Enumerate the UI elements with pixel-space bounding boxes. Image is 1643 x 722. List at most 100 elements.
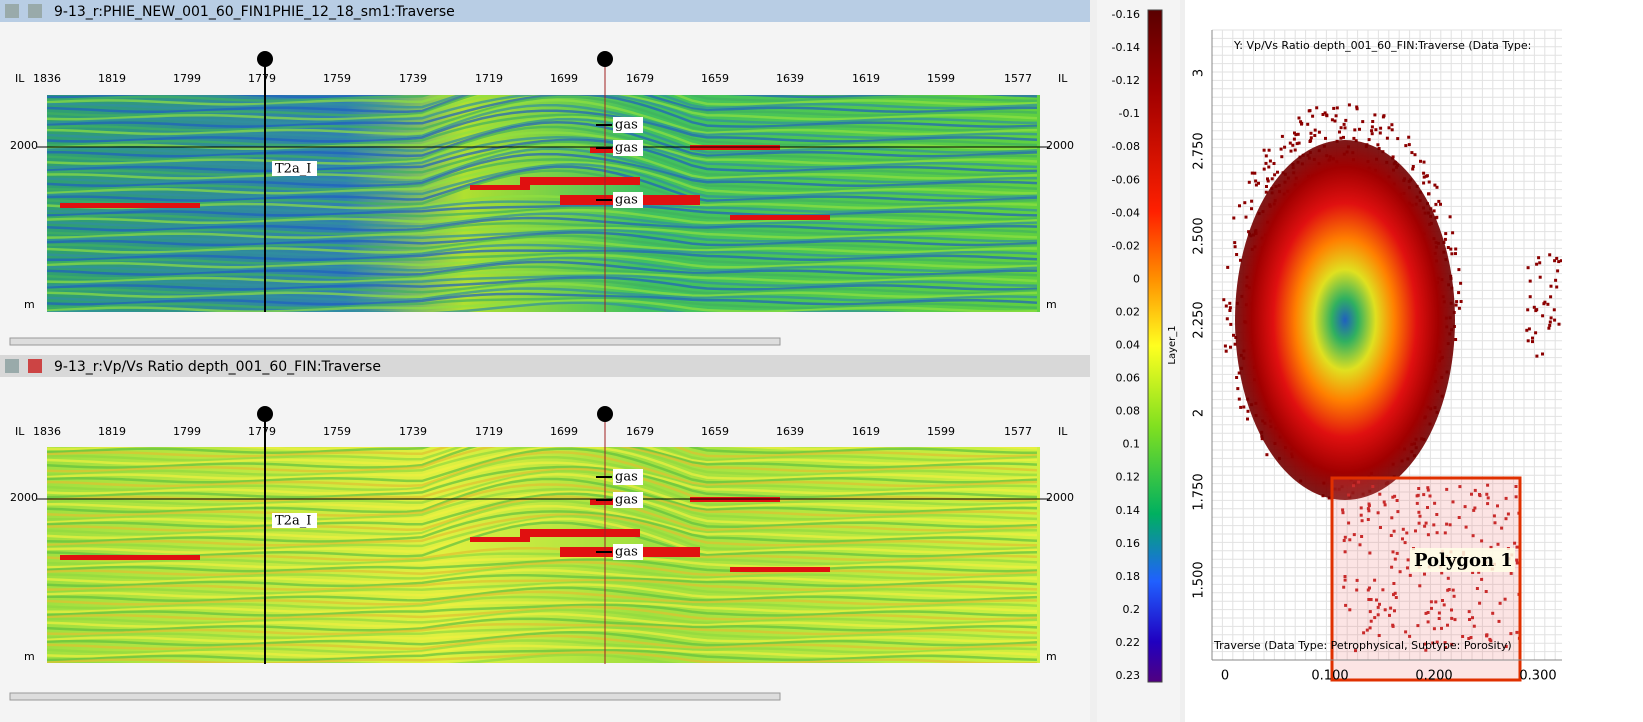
- scatter-point: [1226, 265, 1230, 269]
- panel-icon[interactable]: [5, 4, 19, 18]
- marker-box: [613, 544, 643, 560]
- scatter-point: [1396, 510, 1400, 514]
- seismic-reflector: [47, 590, 1038, 606]
- scatter-point: [1223, 344, 1227, 348]
- marker-box: [613, 469, 643, 485]
- scatter-point: [1325, 113, 1329, 117]
- scatter-point: [1430, 606, 1433, 610]
- seismic-reflector: [47, 158, 1038, 191]
- well-head[interactable]: [257, 51, 273, 67]
- seismic-reflector: [47, 227, 1038, 239]
- scatter-point: [1471, 534, 1475, 538]
- well-head[interactable]: [257, 406, 273, 422]
- polygon-selection[interactable]: [1330, 476, 1522, 682]
- well-head[interactable]: [597, 406, 613, 422]
- polygon-label: Polygon 1: [1414, 550, 1513, 571]
- scatter-point: [1541, 352, 1544, 356]
- scatter-point: [1347, 493, 1351, 497]
- colorbar-tick-label: 0.06: [1116, 372, 1141, 385]
- scatter-cloud: [1222, 103, 1562, 653]
- scatter-point: [1432, 523, 1436, 527]
- scatter-point: [1235, 253, 1239, 256]
- scatter-point: [1381, 588, 1385, 592]
- scatter-point: [1393, 609, 1396, 613]
- scatter-point: [1232, 333, 1235, 337]
- scatter-point: [1437, 199, 1441, 203]
- scatter-point: [1557, 322, 1561, 326]
- scatter-point: [1391, 495, 1395, 499]
- panel-icon[interactable]: [28, 359, 42, 373]
- scatter-point: [1448, 215, 1452, 219]
- scatter-point: [1264, 154, 1268, 158]
- scatter-point: [1342, 585, 1346, 589]
- seismic-reflector: [47, 216, 1038, 232]
- colorbar-pane: [1097, 0, 1180, 722]
- scatter-point: [1358, 543, 1362, 547]
- colorbar-tick-label: -0.02: [1112, 239, 1140, 252]
- inline-label: 1679: [626, 425, 654, 438]
- scatter-point: [1559, 259, 1562, 263]
- seismic-reflector: [47, 95, 1038, 110]
- scatter-point: [1506, 512, 1510, 516]
- panel-title: 9-13_r:Vp/Vs Ratio depth_001_60_FIN:Trav…: [54, 359, 381, 375]
- scatter-point: [1459, 300, 1463, 303]
- scatter-point: [1451, 588, 1455, 592]
- seismic-reflector: [47, 231, 1038, 247]
- panel-icon[interactable]: [5, 359, 19, 373]
- seismic-reflector: [47, 467, 1038, 503]
- scatter-point: [1236, 387, 1240, 391]
- scatter-point: [1526, 339, 1530, 343]
- scatter-point: [1504, 645, 1508, 648]
- scatter-point: [1333, 119, 1337, 123]
- scatter-point: [1283, 145, 1287, 149]
- scatter-point: [1541, 314, 1545, 318]
- scatter-point: [1270, 177, 1274, 181]
- title-bar[interactable]: [0, 355, 1090, 377]
- scatter-point: [1528, 279, 1532, 283]
- depth-label: 2000: [10, 139, 38, 152]
- scatter-point: [1428, 494, 1432, 498]
- scatter-point: [1390, 128, 1394, 132]
- scatter-point: [1341, 508, 1345, 512]
- gas-anomaly: [60, 203, 200, 208]
- well-head[interactable]: [597, 51, 613, 67]
- seismic-reflector: [50, 653, 886, 663]
- scatter-point: [1429, 600, 1433, 604]
- colorbar-tick-label: 0.12: [1116, 471, 1141, 484]
- y-axis-title: Y: Vp/Vs Ratio depth_001_60_FIN:Traverse…: [1233, 39, 1531, 52]
- seismic-reflector: [47, 612, 1038, 628]
- scatter-point: [1289, 149, 1293, 153]
- scatter-point: [1265, 453, 1269, 457]
- scatter-point: [1473, 506, 1477, 510]
- y-tick-label: 2.500: [1192, 217, 1207, 254]
- seismic-reflector: [47, 447, 1038, 462]
- scrollbar[interactable]: [9, 692, 781, 701]
- scatter-point: [1443, 641, 1447, 645]
- scatter-point: [1228, 309, 1232, 312]
- scatter-point: [1370, 132, 1374, 136]
- panel-icon[interactable]: [28, 4, 42, 18]
- scatter-point: [1355, 588, 1359, 592]
- inline-label: 1659: [701, 72, 729, 85]
- scatter-point: [1553, 318, 1557, 322]
- scrollbar[interactable]: [9, 337, 781, 346]
- seismic-reflector: [47, 465, 1038, 499]
- scatter-point: [1485, 634, 1489, 638]
- seismic-reflector: [47, 95, 1038, 106]
- x-axis-title: Traverse (Data Type: Petrophysical, Subt…: [1213, 639, 1512, 652]
- inline-label: 1739: [399, 425, 427, 438]
- scatter-point: [1534, 309, 1538, 313]
- colorbar-tick-label: 0: [1133, 272, 1140, 285]
- scatter-point: [1486, 502, 1490, 506]
- scatter-point: [1352, 484, 1355, 488]
- scatter-point: [1253, 171, 1257, 175]
- scatter-point: [1370, 129, 1374, 133]
- seismic-reflector: [47, 253, 1038, 269]
- scatter-point: [1343, 578, 1347, 582]
- scatter-point: [1443, 237, 1447, 241]
- scatter-point: [1224, 349, 1228, 353]
- title-bar[interactable]: [0, 0, 1090, 22]
- horizon-box: [272, 161, 317, 176]
- seismic-reflector: [47, 228, 1038, 243]
